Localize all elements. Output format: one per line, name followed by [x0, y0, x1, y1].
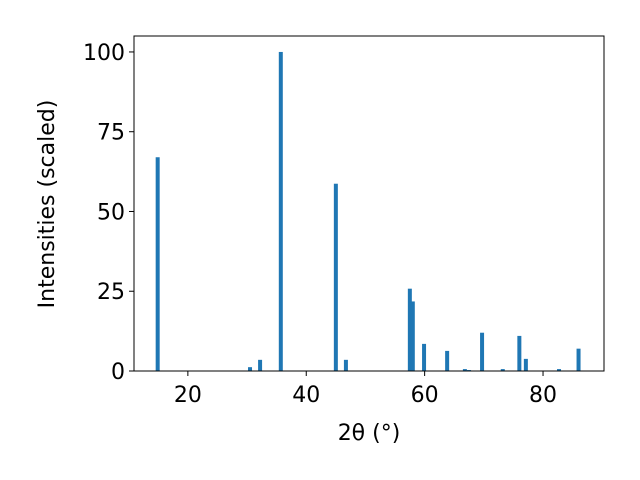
y-tick-label: 50 [97, 200, 125, 225]
bar [576, 348, 581, 371]
bar [445, 350, 450, 371]
y-tick-label: 25 [97, 280, 125, 305]
bar [462, 369, 467, 371]
x-tick-label: 60 [411, 383, 439, 408]
y-tick-label: 0 [111, 360, 125, 385]
bar [500, 369, 505, 371]
x-axis-label: 2θ (°) [338, 421, 401, 446]
x-tick-label: 40 [292, 383, 320, 408]
bar [343, 359, 348, 371]
bar [517, 335, 522, 371]
bar [407, 288, 412, 371]
bar [278, 51, 283, 371]
bar [480, 332, 485, 371]
bar [523, 358, 528, 371]
bar [155, 157, 160, 371]
y-tick-label: 75 [97, 121, 125, 146]
bar [422, 343, 427, 371]
x-tick-label: 80 [529, 383, 557, 408]
x-tick-label: 20 [174, 383, 202, 408]
bar [333, 183, 338, 371]
y-axis-label: Intensities (scaled) [35, 100, 60, 309]
bar [410, 301, 415, 371]
bar [258, 359, 263, 371]
y-tick-label: 100 [83, 41, 125, 66]
bar [557, 369, 562, 371]
plot-frame [133, 35, 605, 372]
bar [248, 367, 253, 371]
